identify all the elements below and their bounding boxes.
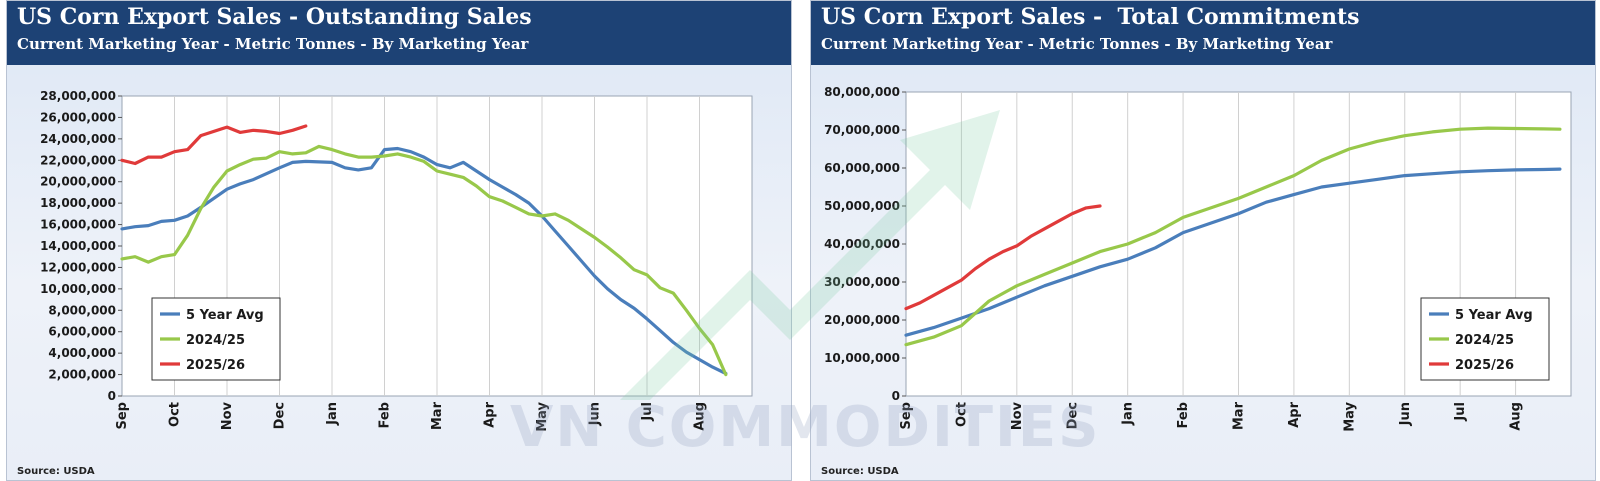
chart-panel-total-commitments: US Corn Export Sales - Total Commitments… [810,0,1596,481]
x-tick-label: Jul [640,402,655,422]
x-tick-label: Mar [1232,401,1247,430]
x-tick-label: Sep [115,402,130,430]
x-tick-label: Jan [1121,402,1136,426]
legend-label: 2024/25 [186,333,245,348]
x-tick-label: Nov [220,401,235,430]
series-line [120,146,728,376]
y-tick-label: 80,000,000 [824,85,900,99]
x-tick-label: Mar [430,401,445,430]
series-line [120,124,308,166]
legend-label: 2024/25 [1455,333,1514,348]
x-tick-label: Sep [899,402,914,430]
y-tick-label: 40,000,000 [824,237,900,251]
y-tick-label: 18,000,000 [40,196,116,210]
y-tick-label: 22,000,000 [40,153,116,167]
x-tick-label: Feb [1176,402,1191,428]
x-tick-label: Feb [378,402,393,428]
y-tick-label: 12,000,000 [40,260,116,274]
y-tick-label: 28,000,000 [40,89,116,103]
y-tick-label: 0 [892,389,900,403]
x-tick-label: Aug [693,402,708,431]
y-tick-label: 60,000,000 [824,161,900,175]
x-tick-label: May [535,401,550,431]
y-tick-label: 2,000,000 [48,368,116,382]
series-line [904,126,1562,347]
legend-label: 2025/26 [1455,358,1514,373]
x-tick-label: Oct [168,402,183,427]
series-line [120,144,728,377]
y-tick-label: 26,000,000 [40,110,116,124]
chart-header: US Corn Export Sales - Total Commitments… [811,1,1595,65]
y-tick-label: 14,000,000 [40,239,116,253]
series-line [904,167,1562,337]
y-tick-label: 10,000,000 [40,282,116,296]
y-tick-label: 24,000,000 [40,132,116,146]
chart-subtitle: Current Marketing Year - Metric Tonnes -… [17,35,529,53]
x-tick-label: Dec [1065,402,1080,429]
chart-source: Source: USDA [821,466,899,477]
x-tick-label: Aug [1509,402,1524,431]
legend-label: 2025/26 [186,358,245,373]
x-tick-label: Jul [1453,402,1468,422]
chart-panel-outstanding-sales: US Corn Export Sales - Outstanding Sales… [6,0,792,481]
y-tick-label: 20,000,000 [824,313,900,327]
x-tick-label: Jun [588,402,603,426]
x-tick-label: Apr [1287,401,1302,427]
series-line [904,204,1102,311]
chart-title: US Corn Export Sales - Total Commitments [821,4,1360,30]
chart-title: US Corn Export Sales - Outstanding Sales [17,4,532,30]
chart-subtitle: Current Marketing Year - Metric Tonnes -… [821,35,1333,53]
chart-header: US Corn Export Sales - Outstanding Sales… [7,1,791,65]
y-tick-label: 10,000,000 [824,351,900,365]
watermark-text: VN COMMODITIES [510,395,1101,460]
x-tick-label: Oct [954,402,969,427]
legend-label: 5 Year Avg [186,308,264,323]
x-tick-label: Apr [483,401,498,427]
y-tick-label: 30,000,000 [824,275,900,289]
x-tick-label: May [1342,401,1357,431]
y-tick-label: 16,000,000 [40,218,116,232]
y-tick-label: 6,000,000 [48,325,116,339]
chart-total-commitments: 0 10,000,000 20,000,000 30,000,000 40,000,00… [824,85,1572,432]
x-tick-label: Dec [273,402,288,429]
x-tick-label: Jan [325,402,340,426]
chart-outstanding-sales: 0 2,000,000 4,000,000 6,000,000 8,000,000 10,… [40,89,753,432]
y-tick-label: 8,000,000 [48,303,116,317]
x-tick-label: Nov [1010,401,1025,430]
x-tick-label: Jun [1398,402,1413,426]
y-tick-label: 50,000,000 [824,199,900,213]
y-tick-label: 70,000,000 [824,123,900,137]
y-tick-label: 20,000,000 [40,175,116,189]
legend-label: 5 Year Avg [1455,308,1533,323]
y-tick-label: 0 [108,389,116,403]
chart-source: Source: USDA [17,466,95,477]
y-tick-label: 4,000,000 [48,346,116,360]
